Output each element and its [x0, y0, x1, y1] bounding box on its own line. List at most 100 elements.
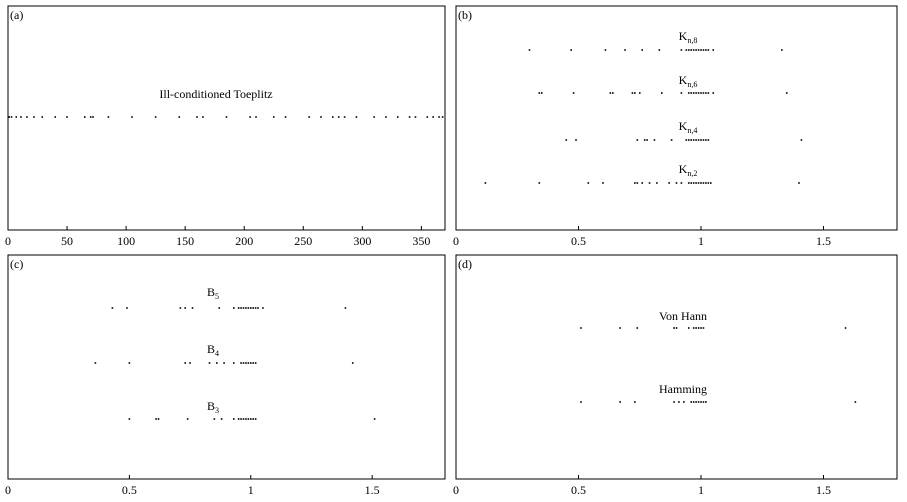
series-label: Kn,2 [679, 162, 698, 178]
data-point [232, 307, 235, 309]
data-point [687, 327, 690, 329]
series-ill-conditioned-toeplitz: Ill-conditioned Toeplitz [8, 87, 444, 118]
x-tick-label: 350 [412, 234, 430, 248]
data-point [656, 182, 658, 184]
data-point [252, 307, 255, 309]
data-point [20, 116, 22, 118]
data-point [33, 116, 35, 118]
data-point [249, 307, 252, 309]
data-point [695, 49, 697, 51]
data-point [245, 307, 247, 309]
data-point [702, 327, 705, 329]
data-point [308, 116, 310, 118]
series-kn-6: Kn,6 [538, 73, 788, 94]
data-point [670, 139, 673, 141]
data-point [641, 49, 643, 51]
axes-frame [455, 5, 898, 231]
data-point [695, 92, 697, 94]
data-point [619, 401, 621, 403]
data-point [242, 418, 245, 420]
data-point [634, 401, 636, 403]
data-point [844, 327, 847, 329]
data-point [705, 49, 707, 51]
panel-a: (a) 0 50 100 150 200 250 300 350 Ill-conditioned … [5, 5, 446, 248]
data-point [692, 139, 695, 141]
data-point [697, 92, 700, 94]
data-point [695, 401, 697, 403]
data-point [245, 418, 247, 420]
data-point [237, 418, 240, 420]
data-point [700, 327, 702, 329]
data-point [636, 139, 639, 141]
data-point [641, 182, 643, 184]
data-point [692, 327, 695, 329]
data-point [252, 362, 255, 364]
x-tick-label: 100 [117, 234, 135, 248]
data-point [254, 307, 257, 309]
data-point [572, 92, 575, 94]
data-point [257, 307, 259, 309]
data-point [702, 49, 705, 51]
data-point [702, 139, 705, 141]
data-point [438, 116, 440, 118]
data-point [179, 307, 182, 309]
series-label: Hamming [659, 382, 707, 396]
data-point [690, 401, 692, 403]
data-point [680, 49, 683, 51]
series-label: Kn,4 [679, 119, 698, 135]
data-point [262, 307, 264, 309]
data-point [252, 418, 255, 420]
data-point [692, 49, 695, 51]
x-tick-label: 150 [176, 234, 194, 248]
data-point [690, 182, 692, 184]
data-point [697, 49, 700, 51]
data-point [540, 92, 543, 94]
x-tick-label: 0 [5, 234, 11, 248]
data-point [111, 307, 114, 309]
data-point [320, 116, 322, 118]
data-point [484, 182, 487, 184]
data-point [673, 327, 675, 329]
data-point [800, 139, 803, 141]
data-point [373, 418, 376, 420]
data-point [242, 362, 245, 364]
data-point [712, 49, 715, 51]
x-tick-label: 300 [353, 234, 371, 248]
x-tick-label: 250 [294, 234, 312, 248]
panel-tag: (c) [10, 257, 23, 271]
data-point [215, 362, 218, 364]
data-point [638, 92, 641, 94]
data-point [604, 49, 607, 51]
data-point [247, 307, 250, 309]
data-point [92, 116, 94, 118]
x-tick-label: 0 [453, 483, 459, 497]
data-point [680, 92, 683, 94]
data-point [186, 418, 189, 420]
panel-tag: (b) [458, 8, 472, 22]
data-point [10, 116, 13, 118]
data-point [26, 116, 28, 118]
data-point [107, 116, 110, 118]
axes-frame [7, 5, 446, 231]
x-tick-label: 200 [235, 234, 253, 248]
data-point [202, 116, 204, 118]
data-point [702, 401, 705, 403]
data-point [636, 182, 639, 184]
data-point [8, 116, 10, 118]
x-tick-label: 0 [5, 483, 11, 497]
data-point [692, 182, 695, 184]
data-point [54, 116, 57, 118]
data-point [685, 139, 688, 141]
panel-tag: (d) [458, 257, 472, 271]
data-point [687, 49, 690, 51]
data-point [692, 401, 695, 403]
data-point [191, 307, 194, 309]
data-point [854, 401, 857, 403]
data-point [673, 401, 675, 403]
data-point [609, 92, 612, 94]
data-point [612, 92, 614, 94]
data-point [712, 92, 715, 94]
data-point [697, 327, 700, 329]
data-point [707, 182, 710, 184]
data-point [705, 139, 707, 141]
